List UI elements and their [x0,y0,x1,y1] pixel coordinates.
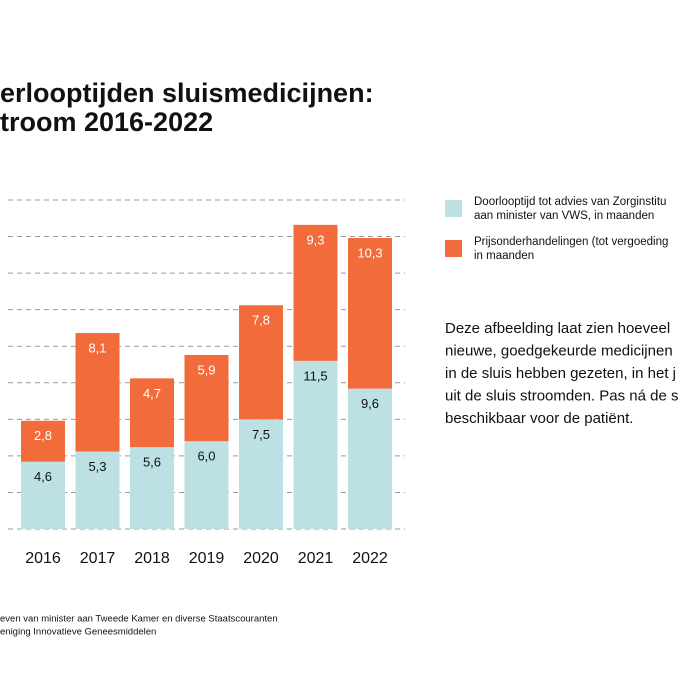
source: even van minister aan Tweede Kamer en di… [0,614,278,625]
annotation: nieuwe, goedgekeurde medicijnen [445,342,673,359]
x-tick-label: 2018 [134,550,170,567]
legend-swatch [445,200,462,217]
value-label: 6,0 [197,449,215,464]
x-tick-label: 2017 [80,550,116,567]
value-label: 10,3 [357,245,382,260]
bar-segment [75,333,120,452]
legend-line: aan minister van VWS, in maanden [474,210,654,222]
x-tick-label: 2022 [352,550,388,567]
bar-segment [293,224,338,361]
bar-segment [130,447,174,529]
legend-line: in maanden [474,250,534,262]
value-label: 5,6 [143,455,161,470]
bar-segment [239,419,283,529]
value-label: 9,6 [361,396,379,411]
bar-segment [130,378,174,448]
bar-segment [348,238,392,389]
bar-segment [75,451,120,529]
value-label: 7,8 [252,313,270,328]
value-label: 2,8 [34,428,52,443]
x-tick-label: 2020 [243,550,279,567]
legend-line: Prijsonderhandelingen (tot vergoeding [474,236,668,248]
source: eniging Innovatieve Geneesmiddelen [0,627,156,638]
value-label: 5,3 [88,459,106,474]
bar-segment [184,441,229,529]
chart-title: troom 2016-2022 [0,107,213,137]
x-tick-label: 2016 [25,550,61,567]
annotation: Deze afbeelding laat zien hoeveel [445,320,670,337]
value-label: 9,3 [306,232,324,247]
legend-label: Prijsonderhandelingen (tot vergoeding in … [474,236,668,262]
x-tick-label: 2021 [298,550,334,567]
annotation: beschikbaar voor de patiënt. [445,410,633,427]
value-label: 5,9 [197,362,215,377]
bar-segment [239,305,283,420]
value-label: 8,1 [88,340,106,355]
bar-segment [184,354,229,442]
bar-segment [348,388,392,529]
bar-segment [21,420,65,462]
value-label: 7,5 [252,427,270,442]
bar-segment [293,360,338,529]
x-tick-label: 2019 [189,550,225,567]
legend-swatch [445,240,462,257]
annotation: in de sluis hebben gezeten, in het j [445,365,676,382]
legend-label: Doorlooptijd tot advies van Zorginstitu a… [474,196,666,222]
bar-segment [21,461,65,529]
legend-line: Doorlooptijd tot advies van Zorginstitu [474,196,666,208]
chart-title: erlooptijden sluismedicijnen: [0,78,374,108]
value-label: 4,7 [143,386,161,401]
annotation: uit de sluis stroomden. Pas ná de s [445,387,678,404]
value-label: 11,5 [303,368,327,383]
value-label: 4,6 [34,469,52,484]
